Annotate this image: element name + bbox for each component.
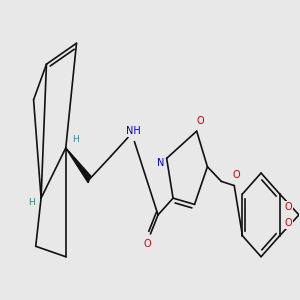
Text: H: H xyxy=(72,135,79,144)
Text: O: O xyxy=(284,202,292,212)
Text: N: N xyxy=(157,158,164,168)
Text: H: H xyxy=(28,198,35,207)
Text: O: O xyxy=(284,218,292,228)
Text: O: O xyxy=(143,239,151,249)
Text: NH: NH xyxy=(126,126,141,136)
Polygon shape xyxy=(66,148,91,183)
Text: O: O xyxy=(196,116,204,126)
Text: O: O xyxy=(232,170,240,180)
